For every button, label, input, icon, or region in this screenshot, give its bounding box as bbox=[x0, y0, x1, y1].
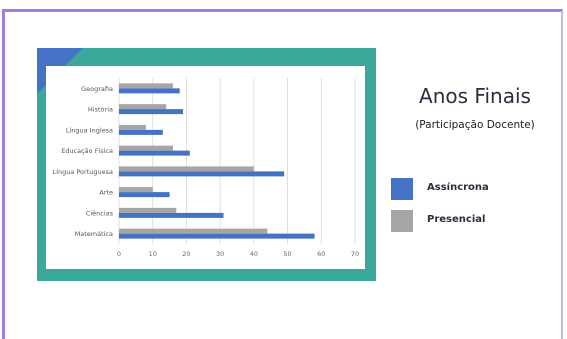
category-label: Geografia bbox=[81, 85, 113, 93]
category-label: Matemática bbox=[75, 230, 113, 238]
legend-swatch-presencial bbox=[391, 210, 413, 232]
bar-assincrona-6 bbox=[119, 212, 224, 218]
x-tick-label: 0 bbox=[117, 250, 121, 258]
bar-assincrona-4 bbox=[119, 171, 285, 177]
x-tick-label: 20 bbox=[182, 250, 190, 258]
chart-container: 0 10 20 30 40 50 60 70 Geografia História Língua I… bbox=[37, 48, 376, 281]
x-tick-label: 40 bbox=[250, 250, 258, 258]
category-label: Ciências bbox=[86, 209, 114, 217]
x-tick-label: 60 bbox=[317, 250, 325, 258]
bar-presencial-6 bbox=[119, 207, 177, 213]
slide-frame bbox=[2, 9, 563, 339]
bar-assincrona-7 bbox=[119, 233, 315, 239]
bar-presencial-4 bbox=[119, 166, 254, 172]
chart-subtitle: (Participação Docente) bbox=[415, 119, 535, 131]
bar-assincrona-0 bbox=[119, 88, 180, 94]
category-label: Língua Portuguesa bbox=[53, 168, 113, 176]
chart-title: Anos Finais bbox=[419, 84, 531, 108]
x-tick-label: 70 bbox=[351, 250, 359, 258]
category-label: Arte bbox=[99, 189, 113, 197]
bar-presencial-3 bbox=[119, 145, 173, 151]
x-tick-label: 10 bbox=[149, 250, 157, 258]
bar-chart: 0 10 20 30 40 50 60 70 Geografia História Língua I… bbox=[53, 78, 359, 258]
x-tick-label: 50 bbox=[283, 250, 291, 258]
category-label: Educação Física bbox=[61, 147, 113, 155]
legend-label-assincrona: Assíncrona bbox=[427, 182, 489, 193]
bar-presencial-2 bbox=[119, 124, 146, 130]
legend-label-presencial: Presencial bbox=[427, 214, 486, 225]
bar-presencial-0 bbox=[119, 83, 173, 89]
bar-assincrona-5 bbox=[119, 192, 170, 198]
bar-presencial-7 bbox=[119, 228, 268, 234]
bar-assincrona-3 bbox=[119, 150, 190, 156]
bar-assincrona-1 bbox=[119, 109, 184, 115]
legend-swatch-assincrona bbox=[391, 178, 413, 200]
category-label: História bbox=[88, 106, 113, 114]
x-tick-label: 30 bbox=[216, 250, 224, 258]
bar-presencial-5 bbox=[119, 187, 153, 193]
bar-assincrona-2 bbox=[119, 129, 163, 135]
bar-presencial-1 bbox=[119, 104, 167, 110]
chart-panel: 0 10 20 30 40 50 60 70 Geografia História Língua I… bbox=[46, 66, 365, 269]
category-label: Língua Inglesa bbox=[66, 126, 113, 134]
